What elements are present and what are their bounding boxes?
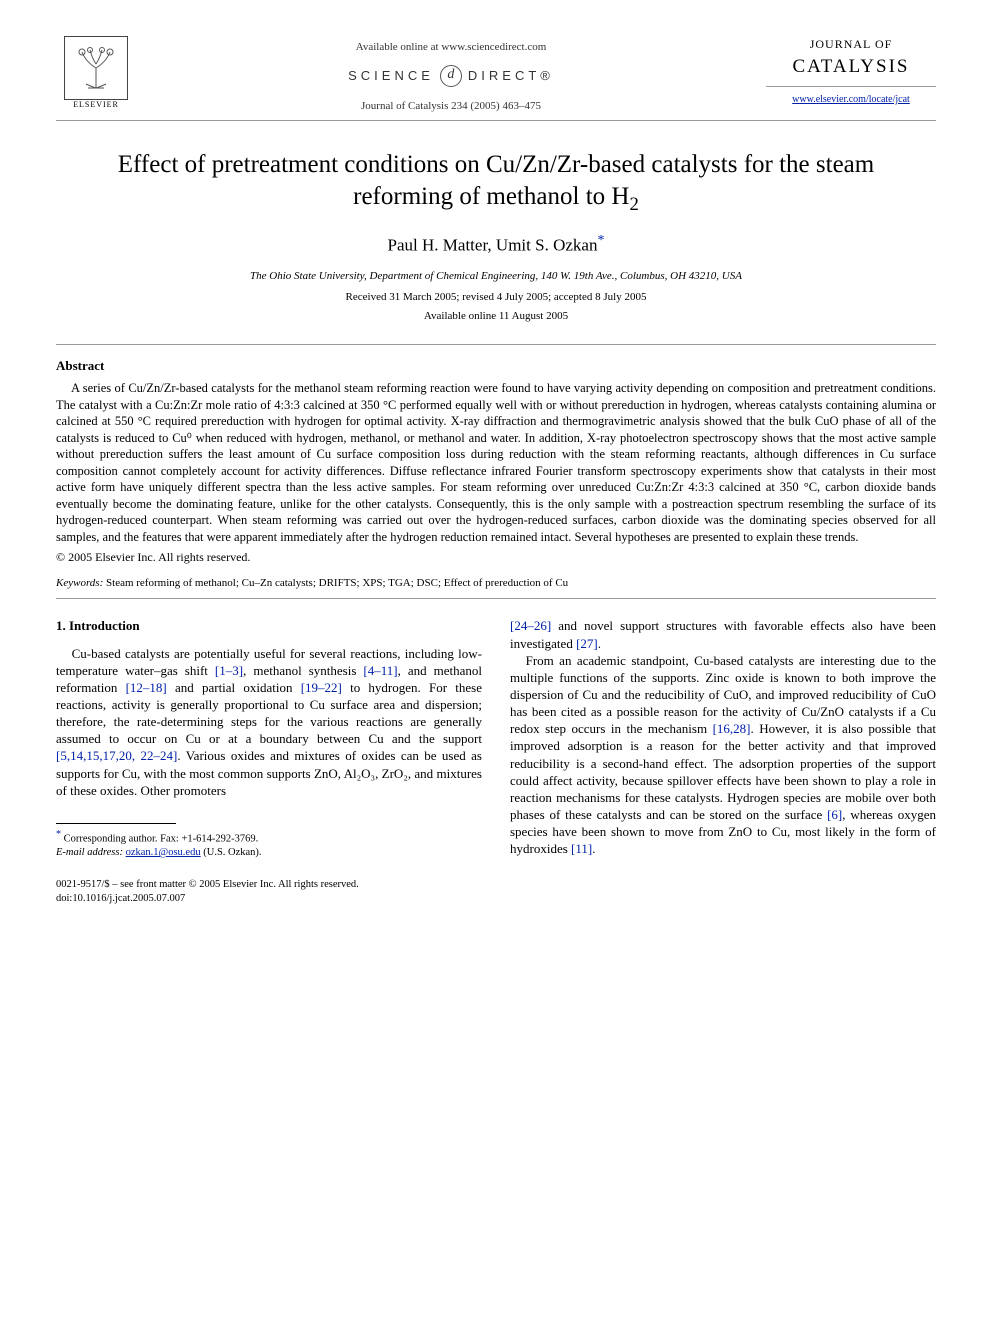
citation-link[interactable]: [1–3]	[215, 663, 243, 678]
journal-homepage-link[interactable]: www.elsevier.com/locate/jcat	[792, 94, 910, 105]
available-online-line: Available online at www.sciencedirect.co…	[136, 40, 766, 55]
article-title: Effect of pretreatment conditions on Cu/…	[116, 149, 876, 214]
journal-reference: Journal of Catalysis 234 (2005) 463–475	[136, 99, 766, 114]
header-divider	[56, 120, 936, 121]
header-center: Available online at www.sciencedirect.co…	[136, 36, 766, 114]
citation-link[interactable]: [24–26]	[510, 618, 551, 633]
title-text: Effect of pretreatment conditions on Cu/…	[118, 151, 874, 211]
sciencedirect-logo: SCIENCE d DIRECT®	[348, 65, 554, 87]
intro-paragraph-1: Cu-based catalysts are potentially usefu…	[56, 645, 482, 799]
article-dates: Received 31 March 2005; revised 4 July 2…	[56, 290, 936, 305]
corresponding-text: Corresponding author. Fax: +1-614-292-37…	[64, 833, 259, 844]
doi-line: doi:10.1016/j.jcat.2005.07.007	[56, 892, 936, 906]
citation-link[interactable]: [12–18]	[126, 680, 167, 695]
abstract-body: A series of Cu/Zn/Zr-based catalysts for…	[56, 380, 936, 545]
keywords-text: Steam reforming of methanol; Cu–Zn catal…	[106, 577, 568, 589]
keywords-line: Keywords: Steam reforming of methanol; C…	[56, 576, 936, 591]
publisher-logo: ELSEVIER	[56, 36, 136, 111]
citation-link[interactable]: [27]	[576, 636, 598, 651]
journal-rule	[766, 86, 936, 87]
available-online-date: Available online 11 August 2005	[56, 309, 936, 324]
citation-link[interactable]: [19–22]	[301, 680, 342, 695]
intro-paragraph-1-cont: [24–26] and novel support structures wit…	[510, 617, 936, 651]
publisher-name: ELSEVIER	[73, 100, 119, 111]
author-names: Paul H. Matter, Umit S. Ozkan	[388, 235, 598, 254]
abstract-paragraph: A series of Cu/Zn/Zr-based catalysts for…	[56, 380, 936, 545]
author-line: Paul H. Matter, Umit S. Ozkan*	[56, 232, 936, 258]
section-heading-intro: 1. Introduction	[56, 617, 482, 634]
citation-link[interactable]: [6]	[827, 807, 842, 822]
citation-link[interactable]: [16,28]	[713, 721, 751, 736]
abstract-top-rule	[56, 344, 936, 345]
sd-text-right: DIRECT®	[468, 67, 554, 85]
elsevier-tree-icon	[64, 36, 128, 100]
email-author-paren: (U.S. Ozkan).	[203, 847, 261, 858]
sd-ball-icon: d	[440, 65, 462, 87]
corresponding-star-icon: *	[597, 233, 604, 248]
title-subscript: 2	[629, 194, 638, 215]
sd-text-left: SCIENCE	[348, 67, 434, 85]
keywords-label: Keywords:	[56, 577, 103, 589]
page-header: ELSEVIER Available online at www.science…	[56, 36, 936, 114]
citation-link[interactable]: [11]	[571, 841, 592, 856]
body-columns: 1. Introduction Cu-based catalysts are p…	[56, 617, 936, 859]
copyright-line: © 2005 Elsevier Inc. All rights reserved…	[56, 549, 936, 565]
email-label: E-mail address:	[56, 847, 123, 858]
author-email-link[interactable]: ozkan.1@osu.edu	[126, 847, 201, 858]
abstract-bottom-rule	[56, 598, 936, 599]
corresponding-footnote: * Corresponding author. Fax: +1-614-292-…	[56, 828, 482, 860]
citation-link[interactable]: [4–11]	[363, 663, 397, 678]
footnote-separator	[56, 823, 176, 824]
issn-line: 0021-9517/$ – see front matter © 2005 El…	[56, 878, 936, 892]
journal-title-big: CATALYSIS	[766, 54, 936, 80]
affiliation: The Ohio State University, Department of…	[56, 269, 936, 284]
column-left: 1. Introduction Cu-based catalysts are p…	[56, 617, 482, 859]
corresponding-star-icon: *	[56, 829, 61, 840]
journal-title-small: JOURNAL OF	[766, 36, 936, 52]
abstract-heading: Abstract	[56, 357, 936, 375]
column-right: [24–26] and novel support structures wit…	[510, 617, 936, 859]
intro-paragraph-2: From an academic standpoint, Cu-based ca…	[510, 652, 936, 858]
citation-link[interactable]: [5,14,15,17,20, 22–24]	[56, 748, 177, 763]
journal-title-block: JOURNAL OF CATALYSIS www.elsevier.com/lo…	[766, 36, 936, 106]
